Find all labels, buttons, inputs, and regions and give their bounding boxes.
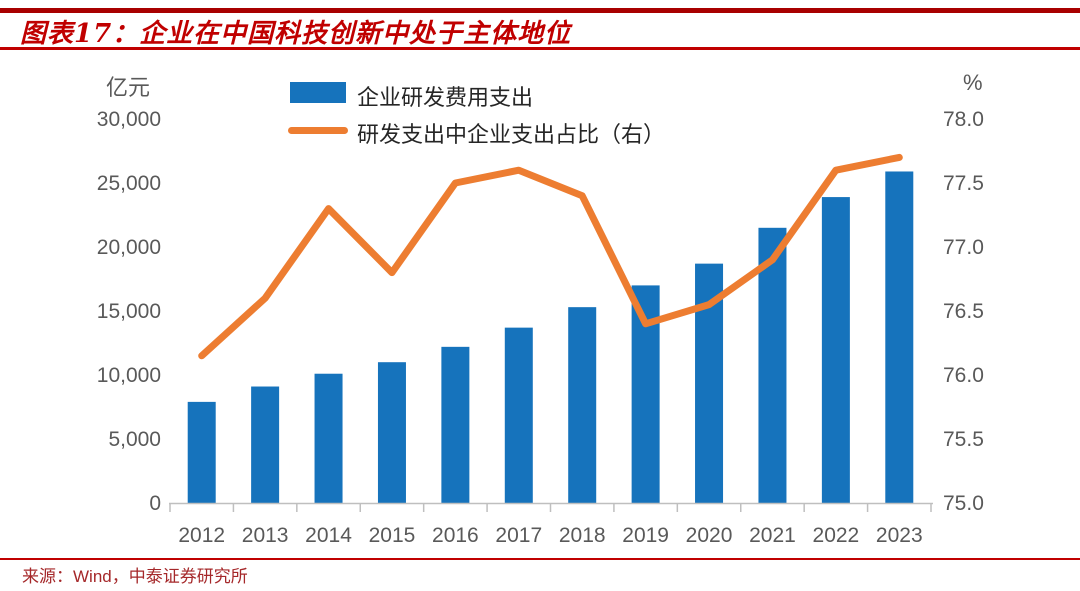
x-axis-year-label: 2020: [686, 524, 733, 547]
x-axis-year-label: 2023: [876, 524, 923, 547]
x-axis-year-label: 2018: [559, 524, 606, 547]
divider-bottom: [0, 558, 1080, 560]
left-axis-unit-label: 亿元: [106, 75, 151, 100]
divider-top: [0, 8, 1080, 13]
bar-2017: [504, 327, 533, 503]
x-axis-year-label: 2014: [305, 524, 352, 547]
right-axis-tick-label: 76.0: [943, 364, 984, 387]
left-axis-tick-label: 15,000: [97, 300, 161, 323]
right-axis-unit-label: %: [963, 70, 983, 95]
source-note: 来源：Wind，中泰证券研究所: [22, 567, 248, 586]
right-axis-tick-label: 78.0: [943, 108, 984, 131]
share-line: [198, 153, 903, 360]
bar-2018: [568, 307, 597, 503]
left-axis-tick-label: 5,000: [108, 428, 161, 451]
bar-2022: [821, 197, 850, 503]
x-axis-year-label: 2017: [495, 524, 542, 547]
legend-line-swatch-icon: [288, 127, 348, 134]
bar-2013: [251, 386, 280, 503]
figure-title: 图表17：企业在中国科技创新中处于主体地位: [20, 19, 572, 49]
right-axis-tick-label: 76.5: [943, 300, 984, 323]
right-axis-tick-label: 77.5: [943, 172, 984, 195]
x-axis-year-label: 2012: [178, 524, 225, 547]
x-axis-year-label: 2019: [622, 524, 669, 547]
right-axis-tick-label: 75.5: [943, 428, 984, 451]
left-axis-tick-label: 0: [149, 492, 161, 515]
legend-bar-label: 企业研发费用支出: [357, 85, 534, 110]
bar-2014: [314, 373, 343, 503]
right-axis-tick-label: 75.0: [943, 492, 984, 515]
bar-2016: [441, 346, 470, 503]
x-axis-year-label: 2013: [242, 524, 289, 547]
left-axis-tick-label: 10,000: [97, 364, 161, 387]
x-axis-year-label: 2016: [432, 524, 479, 547]
bar-2023: [885, 171, 914, 504]
bar-2012: [187, 401, 216, 503]
divider-under-title: [0, 47, 1080, 50]
legend-line-label: 研发支出中企业支出占比（右）: [357, 122, 666, 147]
x-axis-year-label: 2022: [813, 524, 860, 547]
bar-2015: [377, 362, 406, 503]
bar-2021: [758, 227, 787, 504]
right-axis-tick-label: 77.0: [943, 236, 984, 259]
left-axis-tick-label: 20,000: [97, 236, 161, 259]
left-axis-tick-label: 25,000: [97, 172, 161, 195]
x-axis-year-label: 2015: [369, 524, 416, 547]
x-axis-year-label: 2021: [749, 524, 796, 547]
legend-bar-swatch-icon: [290, 82, 346, 103]
left-axis-tick-label: 30,000: [97, 108, 161, 131]
